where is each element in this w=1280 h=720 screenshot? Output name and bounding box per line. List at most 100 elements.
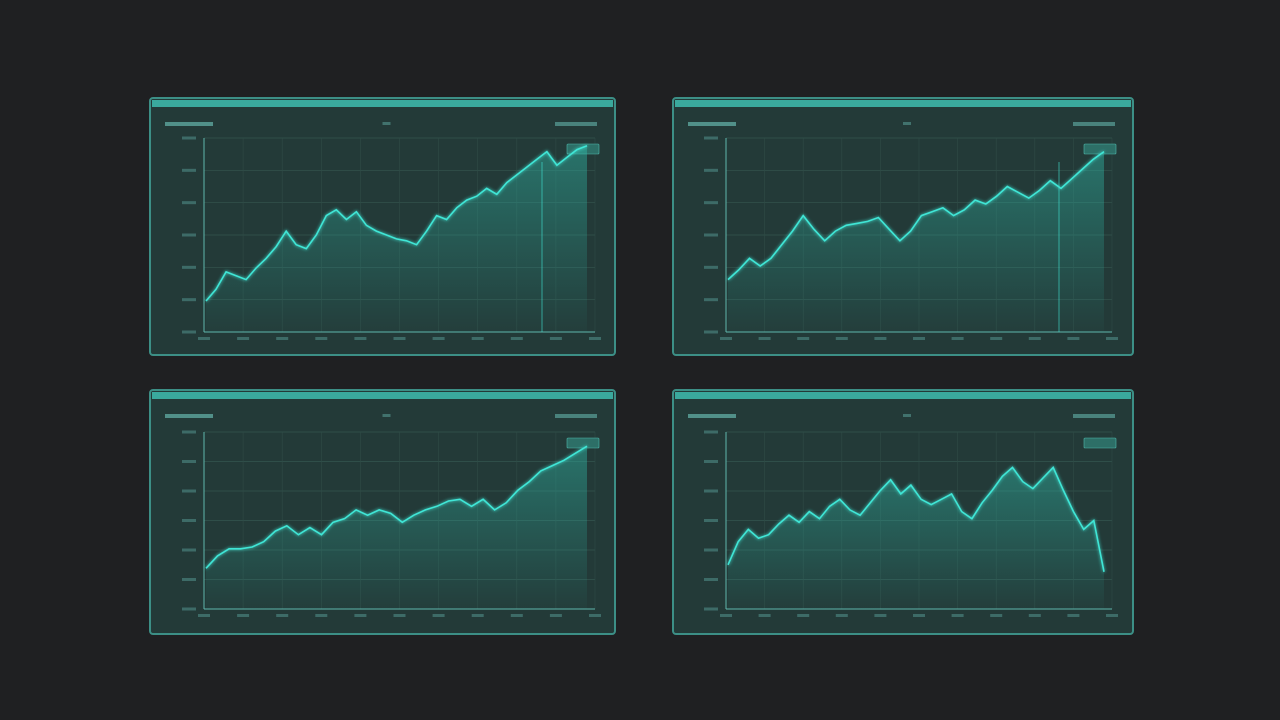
- header-text: [382, 122, 391, 125]
- axis-text: [182, 265, 196, 269]
- area: [206, 446, 587, 609]
- header-icons: [555, 122, 597, 126]
- axis-text: [198, 337, 210, 340]
- axis-text: [704, 168, 718, 172]
- axis-text: [1106, 337, 1118, 340]
- axis-text: [797, 337, 810, 340]
- axis-text: [704, 607, 718, 611]
- axis-text: [1028, 337, 1041, 340]
- line: [205, 445, 588, 569]
- legend-box: [566, 437, 600, 449]
- chart-panel: [149, 97, 616, 356]
- axis-text: [704, 548, 718, 552]
- axis-text: [182, 607, 196, 611]
- line: [727, 465, 1105, 572]
- axis-text: [315, 614, 328, 617]
- axis-text: [182, 430, 196, 434]
- axis-text: [874, 337, 887, 340]
- axis-text: [182, 489, 196, 493]
- axis-text: [913, 614, 925, 617]
- axis-text: [720, 337, 732, 340]
- axis-text: [704, 201, 718, 205]
- axis-text: [393, 337, 406, 340]
- axis-text: [432, 337, 445, 340]
- title-bar: [152, 100, 613, 107]
- chart-panel: [672, 389, 1134, 635]
- title-bar: [675, 392, 1131, 399]
- legend-box: [1083, 437, 1117, 449]
- axis-text: [198, 614, 210, 617]
- axis-text: [797, 614, 810, 617]
- axis-text: [704, 430, 718, 434]
- line: [727, 150, 1105, 281]
- axis-text: [182, 168, 196, 172]
- axis-text: [471, 337, 484, 340]
- axis-text: [951, 337, 964, 340]
- axis-text: [237, 337, 250, 340]
- axis-text: [704, 489, 718, 493]
- axis-text: [182, 578, 196, 581]
- header-icons: [1073, 414, 1115, 418]
- title-bar: [152, 392, 613, 399]
- axis-text: [990, 614, 1003, 617]
- axis-text: [835, 337, 848, 340]
- axis-text: [182, 330, 196, 334]
- axis-text: [758, 614, 771, 617]
- axis-text: [589, 614, 601, 617]
- axis-text: [354, 337, 367, 340]
- axis-text: [1028, 614, 1041, 617]
- axis-text: [835, 614, 848, 617]
- axis-text: [704, 233, 718, 237]
- title-bar: [675, 100, 1131, 107]
- axis-text: [704, 265, 718, 269]
- axis-text: [182, 201, 196, 205]
- axis-text: [471, 614, 484, 617]
- axis-text: [182, 460, 196, 463]
- axis-text: [874, 614, 887, 617]
- chart-panel: [672, 97, 1134, 356]
- axis-text: [549, 337, 562, 340]
- header-icons: [555, 414, 597, 418]
- axis-text: [1067, 614, 1080, 617]
- axis-text: [354, 614, 367, 617]
- axis-text: [276, 614, 289, 617]
- axis-text: [704, 136, 718, 140]
- axis-text: [237, 614, 250, 617]
- header-text: [688, 414, 736, 418]
- axis-text: [182, 298, 196, 302]
- axis-text: [589, 337, 601, 340]
- axis-text: [393, 614, 406, 617]
- header-icons: [1073, 122, 1115, 126]
- axis-text: [758, 337, 771, 340]
- axis-text: [510, 337, 523, 340]
- area: [728, 151, 1104, 332]
- header-text: [382, 414, 391, 417]
- axis-text: [704, 330, 718, 334]
- axis-text: [432, 614, 445, 617]
- legend-box: [1083, 143, 1117, 155]
- axis-text: [951, 614, 964, 617]
- axis-text: [913, 337, 925, 340]
- header-text: [165, 122, 213, 126]
- axis-text: [704, 578, 718, 581]
- axis-text: [1067, 337, 1080, 340]
- axis-text: [704, 460, 718, 463]
- axis-text: [182, 519, 196, 522]
- header-text: [165, 414, 213, 418]
- axis-text: [276, 337, 289, 340]
- axis-text: [182, 233, 196, 237]
- line: [205, 145, 588, 302]
- axis-text: [720, 614, 732, 617]
- axis-text: [510, 614, 523, 617]
- header-text: [903, 414, 911, 417]
- axis-text: [182, 548, 196, 552]
- axis-text: [704, 298, 718, 302]
- axis-text: [704, 519, 718, 522]
- area: [728, 467, 1104, 609]
- chart-panel: [149, 389, 616, 635]
- header-text: [688, 122, 736, 126]
- axis-text: [1106, 614, 1118, 617]
- axis-text: [182, 136, 196, 140]
- axis-text: [315, 337, 328, 340]
